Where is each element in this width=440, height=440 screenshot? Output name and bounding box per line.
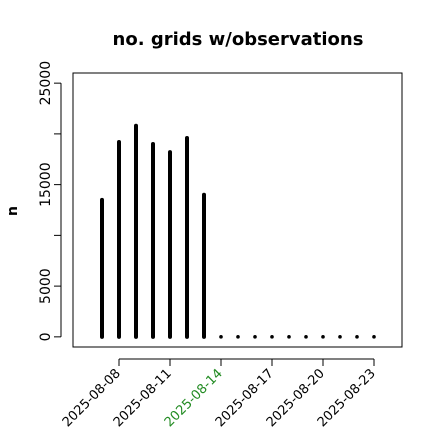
y-tick-label: 25000 bbox=[38, 61, 54, 106]
bar bbox=[287, 335, 291, 339]
bar bbox=[253, 335, 257, 339]
bar bbox=[236, 335, 240, 339]
y-tick-label: 15000 bbox=[38, 162, 54, 207]
y-tick-label: 5000 bbox=[38, 268, 54, 304]
bars-group bbox=[100, 123, 376, 339]
y-tick-label: 0 bbox=[38, 332, 54, 341]
bar bbox=[338, 335, 342, 339]
x-axis: 2025-08-082025-08-112025-08-142025-08-17… bbox=[60, 358, 379, 430]
bar bbox=[372, 335, 376, 339]
bar bbox=[355, 335, 359, 339]
bar bbox=[270, 335, 274, 339]
y-axis: 0 5000 15000 25000 bbox=[38, 61, 62, 341]
bar bbox=[321, 335, 325, 339]
chart-title: no. grids w/observations bbox=[113, 29, 364, 50]
bar bbox=[304, 335, 308, 339]
y-axis-label: n bbox=[5, 206, 21, 216]
plot-frame bbox=[72, 72, 403, 348]
bar bbox=[219, 335, 223, 339]
